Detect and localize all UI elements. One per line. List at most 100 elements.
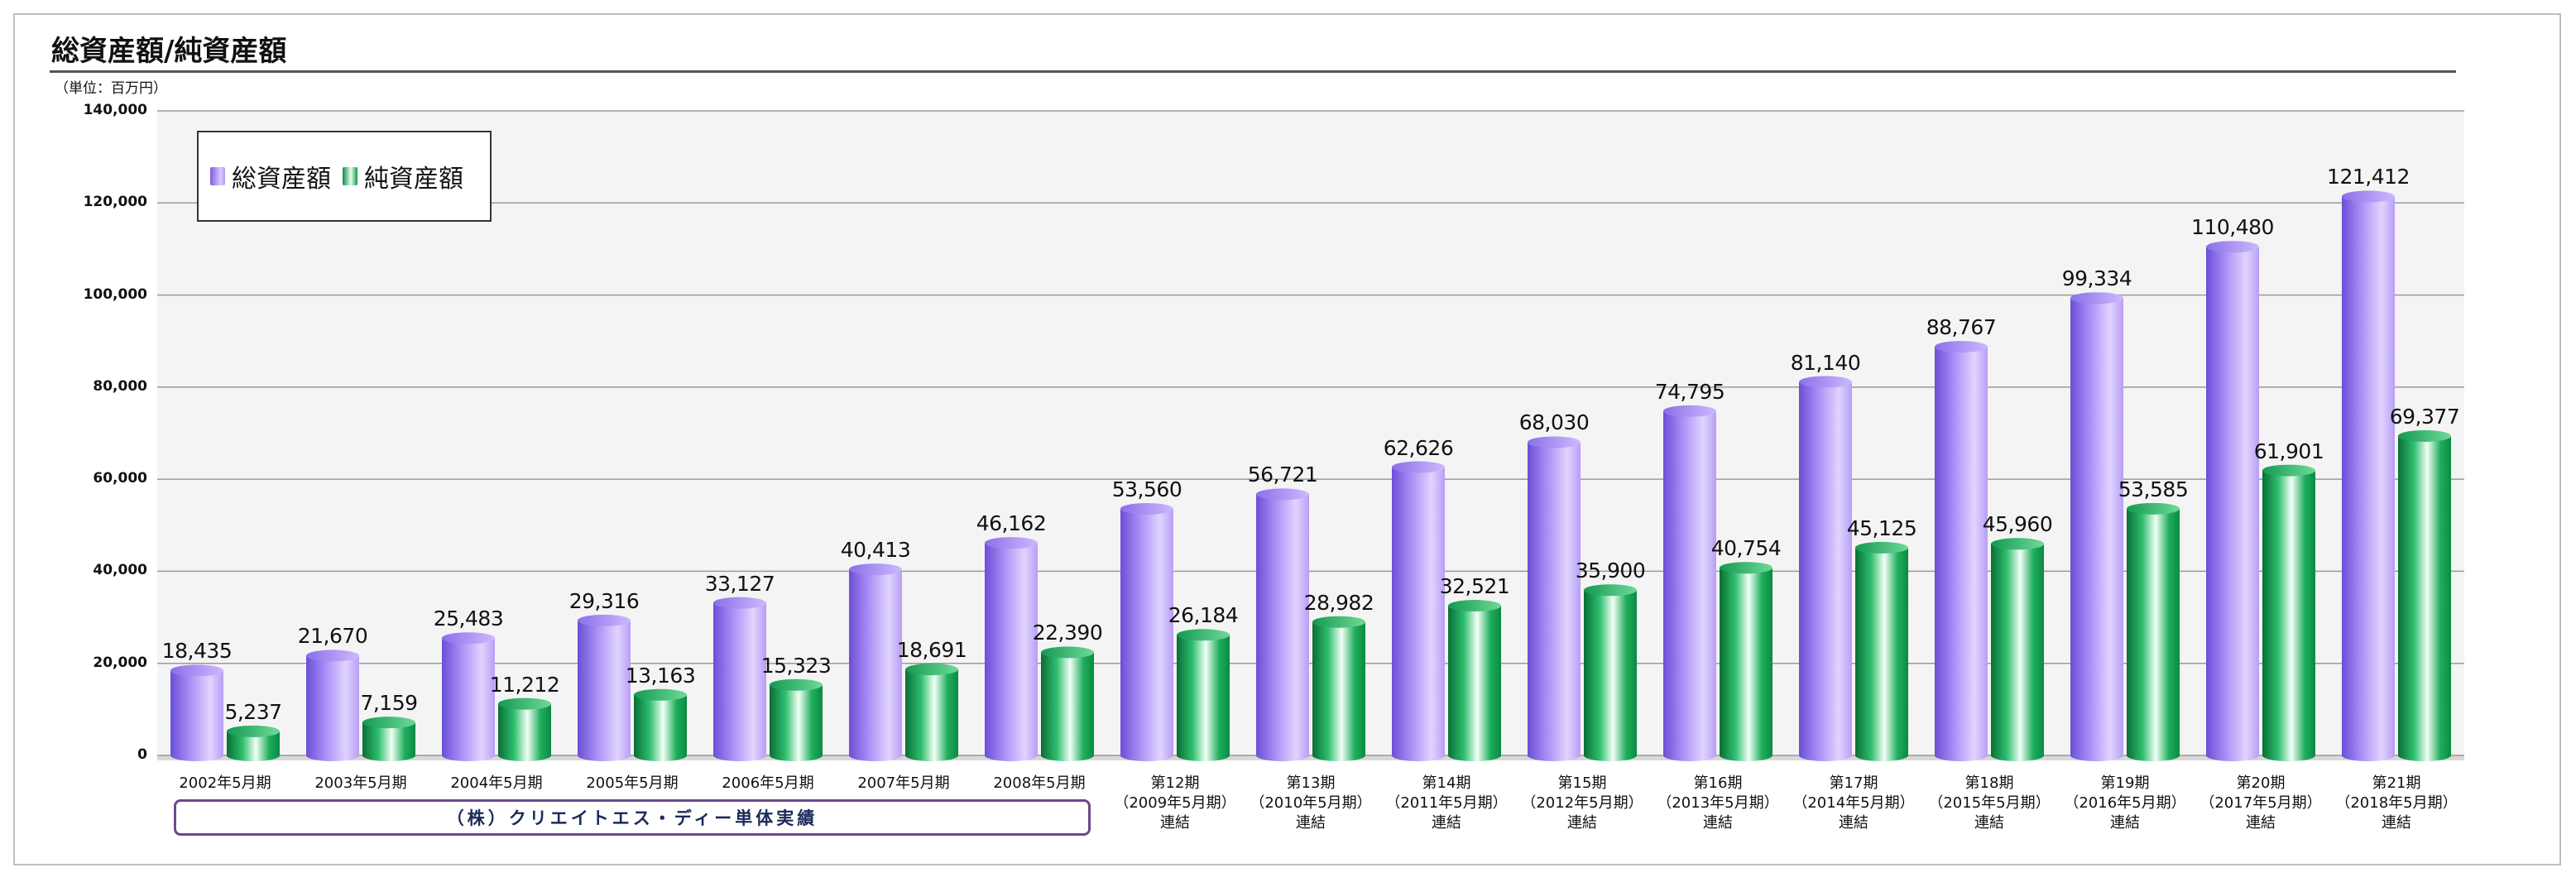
bar-net-assets-body <box>362 722 415 761</box>
bar-total-assets-cap <box>985 537 1038 549</box>
x-category-label: 2006年5月期 <box>722 774 814 792</box>
bar-net-assets <box>362 717 415 761</box>
bar-total-assets-body <box>713 602 766 761</box>
y-tick-label: 120,000 <box>83 194 147 211</box>
bar-net-assets <box>1855 541 1908 761</box>
legend-item-total-assets: 総資産額 <box>210 158 331 194</box>
bar-total-assets-cap <box>578 614 631 626</box>
bar-net-assets <box>227 725 280 761</box>
bar-total-assets-body <box>1935 347 1988 761</box>
bar-total-assets-body <box>2070 298 2123 762</box>
x-category-label: 第21期 （2018年5月期） 連結 <box>2335 774 2458 832</box>
data-label: 40,413 <box>840 538 911 563</box>
bar-net-assets-cap <box>2262 464 2315 477</box>
bar-total-assets <box>1256 488 1309 761</box>
company-note: （株）クリエイトエス・ディー単体実績 <box>174 799 1091 836</box>
bar-net-assets-cap <box>498 698 551 710</box>
data-label: 56,721 <box>1247 463 1318 487</box>
bar-net-assets-cap <box>634 688 687 701</box>
y-tick-label: 100,000 <box>83 285 147 303</box>
data-label: 81,140 <box>1790 350 1861 375</box>
bar-net-assets-body <box>770 684 823 761</box>
data-label: 53,585 <box>2118 477 2189 501</box>
data-label: 46,162 <box>976 511 1047 536</box>
x-category-label: 第14期 （2011年5月期） 連結 <box>1385 774 1508 832</box>
bar-net-assets <box>2127 502 2180 761</box>
bar-total-assets-cap <box>2342 190 2395 203</box>
bar-total-assets-cap <box>1392 461 1445 473</box>
bar-net-assets <box>2398 429 2451 761</box>
bar-total-assets <box>1392 461 1445 761</box>
bar-total-assets-cap <box>170 664 223 677</box>
bar-total-assets <box>170 664 223 761</box>
x-category-label: 2004年5月期 <box>450 774 543 792</box>
data-label: 15,323 <box>760 653 832 678</box>
data-label: 53,560 <box>1111 477 1182 501</box>
bar-total-assets-body <box>1392 467 1445 761</box>
bar-total-assets <box>2070 292 2123 762</box>
data-label: 29,316 <box>568 588 640 613</box>
data-label: 33,127 <box>704 571 775 596</box>
bar-net-assets-cap <box>362 717 415 729</box>
bar-total-assets <box>578 614 631 761</box>
bar-total-assets-body <box>985 543 1038 761</box>
data-label: 22,390 <box>1032 621 1103 645</box>
bar-total-assets-body <box>2206 247 2259 762</box>
bar-total-assets-body <box>1120 508 1173 761</box>
bar-net-assets-body <box>227 731 280 761</box>
data-label: 68,030 <box>1518 410 1590 435</box>
bar-total-assets <box>1663 405 1716 761</box>
bar-total-assets <box>442 632 495 761</box>
x-category-label: 2003年5月期 <box>314 774 407 792</box>
data-label: 26,184 <box>1168 603 1239 628</box>
bar-total-assets-body <box>1663 410 1716 761</box>
data-label: 45,960 <box>1982 512 2053 537</box>
unit-label: （単位：百万円） <box>55 80 167 97</box>
bar-total-assets <box>306 650 359 761</box>
bar-net-assets-body <box>1041 652 1094 761</box>
data-label: 21,670 <box>297 624 368 649</box>
data-label: 61,901 <box>2253 439 2324 463</box>
legend-label-net-assets: 純資産額 <box>364 165 463 194</box>
legend-swatch-net-assets <box>343 167 357 185</box>
bar-net-assets <box>634 688 687 761</box>
bar-total-assets <box>849 563 902 761</box>
bar-total-assets-cap <box>1935 341 1988 353</box>
data-label: 121,412 <box>2327 165 2410 189</box>
bar-net-assets-cap <box>1991 538 2044 550</box>
bar-net-assets-body <box>2127 508 2180 761</box>
bar-total-assets <box>1799 376 1852 761</box>
legend-label-total-assets: 総資産額 <box>232 165 331 194</box>
bar-total-assets-body <box>849 569 902 761</box>
bar-net-assets-body <box>1177 635 1230 761</box>
x-category-label: 2005年5月期 <box>586 774 679 792</box>
bar-net-assets <box>1584 584 1637 761</box>
data-label: 5,237 <box>224 699 282 724</box>
data-label: 18,691 <box>896 637 967 662</box>
bar-net-assets-cap <box>2398 429 2451 442</box>
data-label: 74,795 <box>1654 379 1725 404</box>
bar-total-assets-cap <box>442 632 495 645</box>
bar-net-assets-cap <box>1448 600 1501 612</box>
bar-net-assets <box>1448 600 1501 761</box>
y-tick-label: 140,000 <box>83 102 147 118</box>
y-tick-label: 40,000 <box>93 562 147 579</box>
bar-total-assets <box>1528 436 1581 761</box>
data-label: 32,521 <box>1439 574 1510 599</box>
x-category-label: 第18期 （2015年5月期） 連結 <box>1928 774 2051 832</box>
data-label: 88,767 <box>1926 315 1997 340</box>
bar-net-assets-cap <box>905 663 958 675</box>
y-tick-label: 80,000 <box>93 377 147 395</box>
bar-net-assets <box>1720 562 1772 761</box>
legend-item-net-assets: 純資産額 <box>343 158 463 194</box>
bar-net-assets-cap <box>1041 646 1094 659</box>
x-category-label: 第16期 （2013年5月期） 連結 <box>1657 774 1779 832</box>
x-category-label: 第19期 （2016年5月期） 連結 <box>2064 774 2186 832</box>
legend-swatch-total-assets <box>210 167 225 185</box>
bar-net-assets <box>1991 538 2044 761</box>
data-label: 18,435 <box>161 639 233 664</box>
bar-net-assets-cap <box>1177 629 1230 641</box>
bar-net-assets <box>2262 464 2315 761</box>
bar-net-assets <box>1177 629 1230 761</box>
data-label: 28,982 <box>1303 590 1374 615</box>
